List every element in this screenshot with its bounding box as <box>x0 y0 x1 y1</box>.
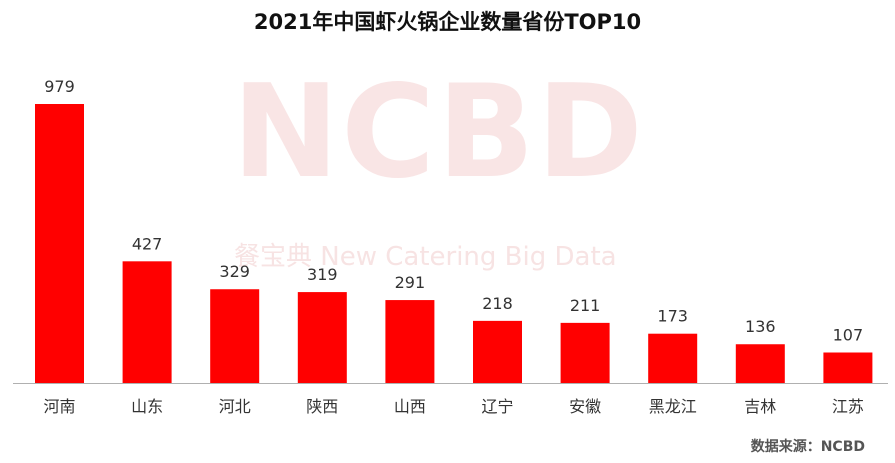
category-label-河北: 河北 <box>219 397 251 416</box>
value-label-黑龙江: 173 <box>657 307 688 326</box>
category-labels-group: 河南 山东 河北 陕西 山西 辽宁 安徽 黑龙江 吉林 江苏 <box>43 397 863 416</box>
chart-title: 2021年中国虾火锅企业数量省份TOP10 <box>253 10 642 34</box>
category-label-辽宁: 辽宁 <box>481 397 513 416</box>
bar-安徽 <box>560 322 610 383</box>
value-label-江苏: 107 <box>833 326 864 345</box>
category-label-山东: 山东 <box>131 397 163 416</box>
value-label-河北: 329 <box>219 262 250 281</box>
bar-江苏 <box>823 352 873 383</box>
category-label-陕西: 陕西 <box>306 397 338 416</box>
bar-黑龙江 <box>648 333 698 383</box>
category-label-河南: 河南 <box>43 397 75 416</box>
bar-辽宁 <box>473 320 522 383</box>
bar-河北 <box>210 289 260 383</box>
value-label-安徽: 211 <box>570 296 601 315</box>
value-label-河南: 979 <box>44 77 75 96</box>
source-note: 数据来源：NCBD <box>750 439 865 455</box>
category-label-黑龙江: 黑龙江 <box>649 397 697 416</box>
value-labels-group: 979 427 329 319 291 218 211 173 136 107 <box>44 77 863 345</box>
value-label-陕西: 319 <box>307 265 338 284</box>
bar-河南 <box>35 104 84 383</box>
bars-group <box>35 104 873 383</box>
category-label-吉林: 吉林 <box>744 397 776 416</box>
bar-吉林 <box>735 344 785 383</box>
value-label-山东: 427 <box>132 234 163 253</box>
category-label-安徽: 安徽 <box>569 397 601 416</box>
value-label-吉林: 136 <box>745 317 776 336</box>
value-label-辽宁: 218 <box>482 294 513 313</box>
bar-山西 <box>385 300 435 383</box>
category-label-山西: 山西 <box>394 397 426 416</box>
bar-陕西 <box>297 292 347 383</box>
bar-山东 <box>122 261 172 383</box>
category-label-江苏: 江苏 <box>832 397 864 416</box>
value-label-山西: 291 <box>395 273 426 292</box>
